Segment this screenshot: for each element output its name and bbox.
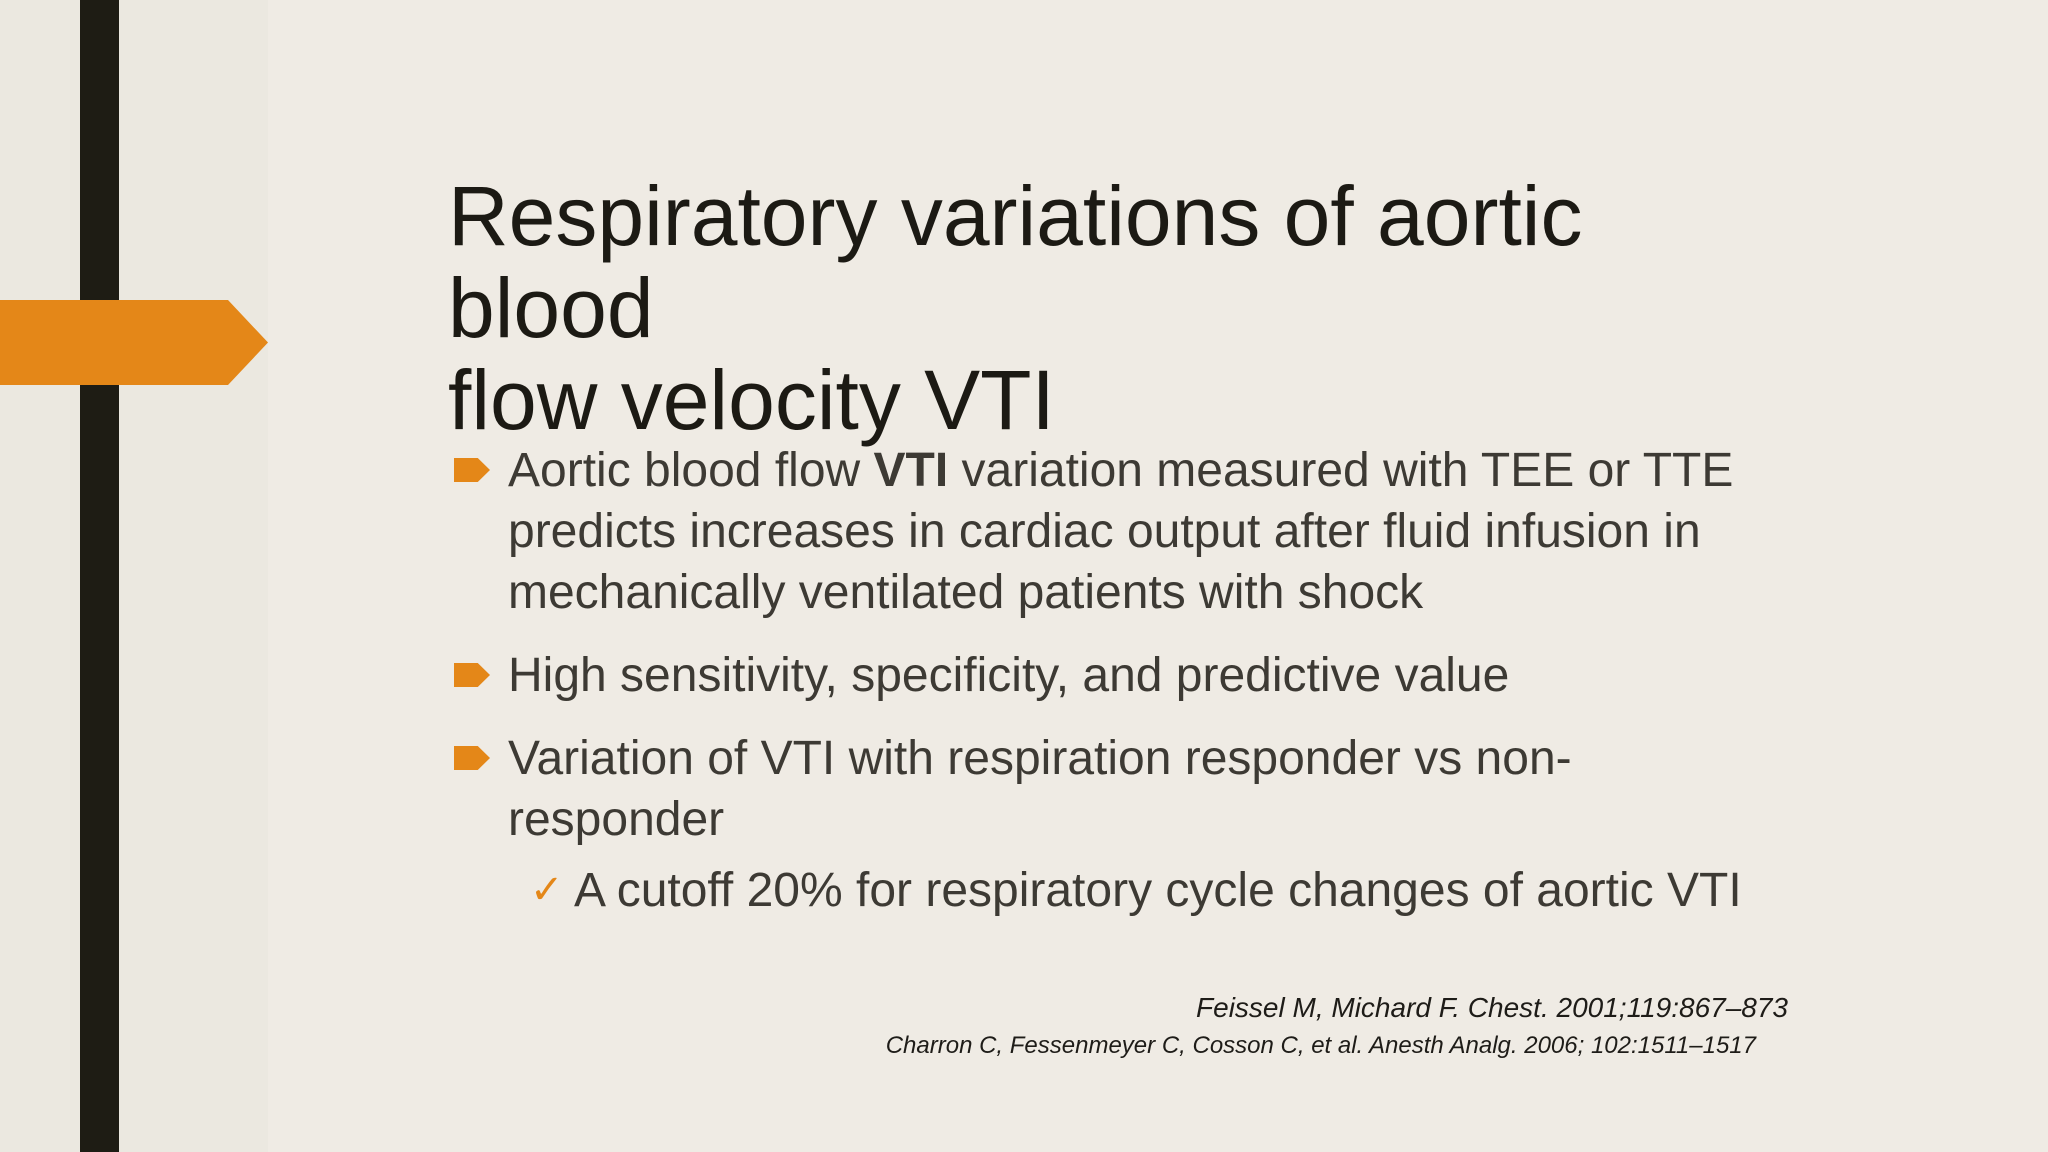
- arrow-bullet-icon: [454, 663, 490, 687]
- bullet-text: Variation of VTI with respiration respon…: [508, 732, 1572, 846]
- slide-body: Aortic blood flow VTI variation measured…: [450, 440, 1750, 921]
- arrow-bullet-icon: [454, 746, 490, 770]
- sub-bullet-item: ✓ A cutoff 20% for respiratory cycle cha…: [450, 860, 1750, 921]
- reference-citation: Feissel M, Michard F. Chest. 2001;119:86…: [1196, 992, 1788, 1023]
- sub-bullet-text: A cutoff 20% for respiratory cycle chang…: [574, 864, 1742, 917]
- bullet-text-part: Aortic blood flow: [508, 444, 874, 497]
- bullet-item: Variation of VTI with respiration respon…: [450, 728, 1750, 850]
- bullet-text-part: variation measured with TEE or TTE predi…: [508, 444, 1734, 619]
- checkmark-icon: ✓: [530, 867, 564, 913]
- reference-citation: Charron C, Fessenmeyer C, Cosson C, et a…: [885, 1032, 1756, 1059]
- left-decor-band: [0, 0, 268, 1152]
- orange-arrow-shape: [0, 300, 268, 385]
- bullet-text: High sensitivity, specificity, and predi…: [508, 649, 1510, 702]
- slide-title: Respiratory variations of aortic blood f…: [448, 169, 1583, 447]
- bullet-item: Aortic blood flow VTI variation measured…: [450, 440, 1750, 623]
- bullet-bold-text: VTI: [873, 444, 949, 497]
- bullet-item: High sensitivity, specificity, and predi…: [450, 645, 1750, 706]
- vertical-bar: [80, 0, 119, 1152]
- arrow-bullet-icon: [454, 458, 490, 482]
